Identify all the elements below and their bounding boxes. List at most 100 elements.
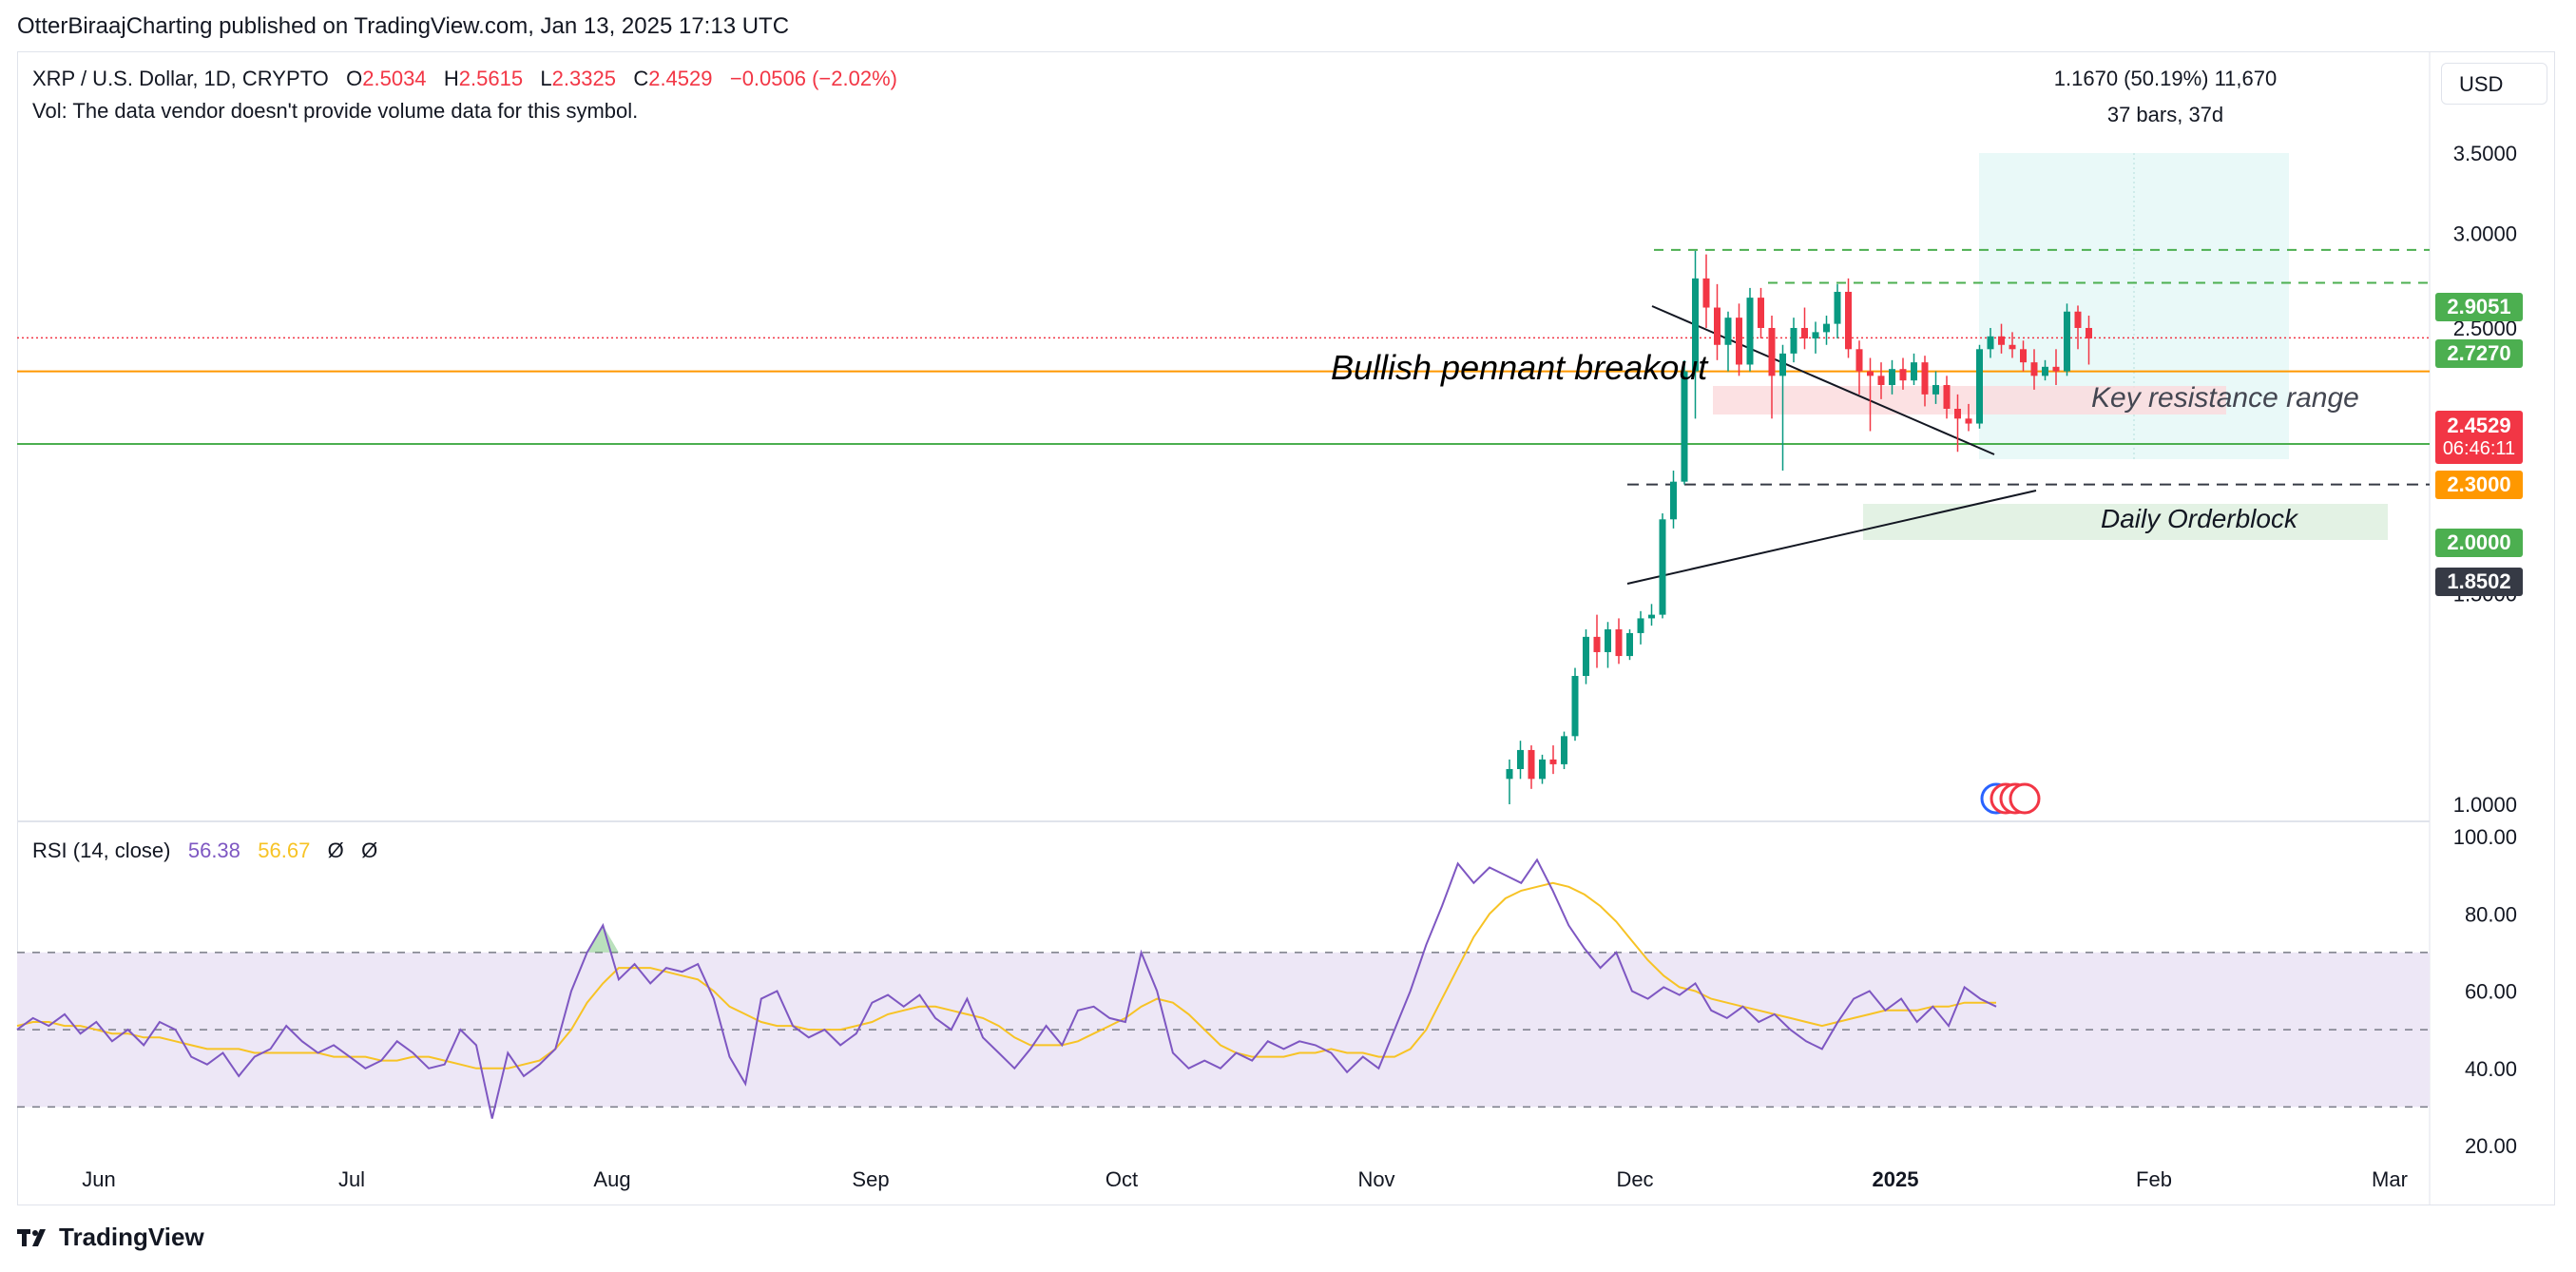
brand-name: TradingView [59, 1223, 204, 1251]
symbol-legend[interactable]: XRP / U.S. Dollar, 1D, CRYPTO O2.5034 H2… [32, 67, 897, 91]
event-flag-icon [2009, 782, 2041, 815]
candle-body [1987, 336, 1994, 350]
rsi-legend[interactable]: RSI (14, close) 56.38 56.67 Ø Ø [32, 838, 377, 863]
current-price-tag: 2.4529 06:46:11 [2435, 411, 2523, 464]
candle-body [1517, 749, 1524, 770]
candle-body [1670, 481, 1677, 520]
publish-line: OtterBiraajCharting published on Trading… [17, 13, 790, 39]
candle-body [1539, 759, 1546, 780]
candle-body [1724, 318, 1732, 345]
currency-button[interactable]: USD [2441, 63, 2547, 105]
chart-frame [17, 51, 2555, 1205]
candle-body [1899, 369, 1907, 381]
annotation-pennant[interactable]: Bullish pennant breakout [1331, 348, 1708, 387]
high-label: H [443, 67, 459, 90]
candle-body [1976, 349, 1983, 424]
candle-body [1506, 769, 1513, 780]
high-value: 2.5615 [458, 67, 524, 90]
candle-body [1877, 376, 1885, 386]
candle-body [1954, 408, 1961, 419]
candle-body [1867, 371, 1874, 376]
rsi-axis-tick: 60.00 [2465, 980, 2517, 1004]
candle-body [1659, 519, 1666, 615]
rsi-ma-line [16, 881, 1996, 1070]
measure-line-2: 37 bars, 37d [2106, 103, 2224, 126]
candle-body [1648, 614, 1655, 619]
rsi-empty-1: Ø [327, 838, 344, 862]
candle-body [1779, 353, 1786, 376]
candle-body [1823, 323, 1830, 333]
candle-body [2086, 327, 2092, 339]
close-value: 2.4529 [648, 67, 713, 90]
low-value: 2.3325 [551, 67, 616, 90]
candle-body [2042, 366, 2048, 376]
candle-body [1561, 736, 1567, 764]
time-axis-tick: Aug [593, 1167, 630, 1191]
resistance-zone [1713, 386, 2226, 414]
candle-body [1615, 629, 1623, 657]
candle-body [1911, 362, 1917, 381]
candle-body [1758, 298, 1764, 328]
tradingview-logo-icon [17, 1228, 46, 1246]
axis-layer: 3.50003.00002.50001.50001.0000100.0080.0… [82, 142, 2517, 1191]
rsi-label: RSI (14, close) [32, 838, 171, 862]
candle-body [1528, 749, 1535, 780]
annotation-resistance[interactable]: Key resistance range [2091, 382, 2359, 414]
measure-line-1: 1.1670 (50.19%) 11,670 [2053, 67, 2278, 90]
candle-body [1790, 327, 1797, 354]
candles-layer [1506, 250, 2092, 804]
price-tag-2-0000: 2.0000 [2435, 529, 2523, 557]
price-tag-2-9051: 2.9051 [2435, 293, 2523, 321]
candle-body [1845, 291, 1852, 350]
rsi-axis-tick: 40.00 [2465, 1057, 2517, 1081]
price-tag-2-7270: 2.7270 [2435, 339, 2523, 368]
candle-body [2009, 344, 2016, 350]
bar-countdown: 06:46:11 [2442, 438, 2516, 459]
rsi-layer [16, 858, 2430, 1119]
low-label: L [540, 67, 552, 90]
price-axis-tick: 3.5000 [2453, 142, 2517, 165]
candle-body [1549, 759, 1557, 764]
tradingview-logo[interactable]: TradingView [17, 1223, 204, 1252]
candle-body [1593, 636, 1601, 652]
candle-body [1681, 371, 1688, 482]
economic-event-icon [1980, 782, 2041, 815]
time-axis-tick: Feb [2136, 1167, 2172, 1191]
rsi-ma-value: 56.67 [258, 838, 311, 862]
candle-body [1626, 632, 1633, 657]
price-axis-tick: 3.0000 [2453, 222, 2517, 245]
close-label: C [633, 67, 649, 90]
chart-static-layer [17, 51, 2431, 1205]
pennant-lower-line [1626, 490, 2037, 585]
candle-body [1736, 318, 1742, 365]
time-axis-tick: Jun [82, 1167, 115, 1191]
candle-body [1943, 385, 1951, 409]
candle-body [2020, 349, 2027, 363]
open-label: O [346, 67, 363, 90]
candle-body [1889, 369, 1895, 386]
volume-note: Vol: The data vendor doesn't provide vol… [32, 99, 639, 123]
time-axis-tick: Oct [1105, 1167, 1138, 1191]
time-axis-tick: Dec [1616, 1167, 1653, 1191]
price-axis-tick: 1.0000 [2453, 793, 2517, 817]
time-axis-tick: Sep [852, 1167, 889, 1191]
candle-body [1921, 362, 1929, 395]
candle-body [1583, 636, 1589, 677]
annotation-orderblock[interactable]: Daily Orderblock [2101, 504, 2297, 533]
time-axis-tick: Nov [1357, 1167, 1394, 1191]
candle-body [1714, 307, 1721, 345]
candle-body [1855, 349, 1863, 372]
time-axis-tick: Jul [338, 1167, 365, 1191]
change-value: −0.0506 (−2.02%) [729, 67, 897, 90]
candle-body [1768, 327, 1776, 376]
pennant-upper-line [1651, 305, 1995, 455]
candle-body [1998, 336, 2005, 345]
candle-body [1965, 418, 1972, 424]
price-tag-1-8502: 1.8502 [2435, 568, 2523, 596]
candle-body [1812, 332, 1819, 339]
candle-body [1834, 291, 1841, 324]
candle-body [1746, 298, 1754, 365]
price-tag-2-3000: 2.3000 [2435, 471, 2523, 499]
rsi-overbought-fill [586, 925, 619, 953]
